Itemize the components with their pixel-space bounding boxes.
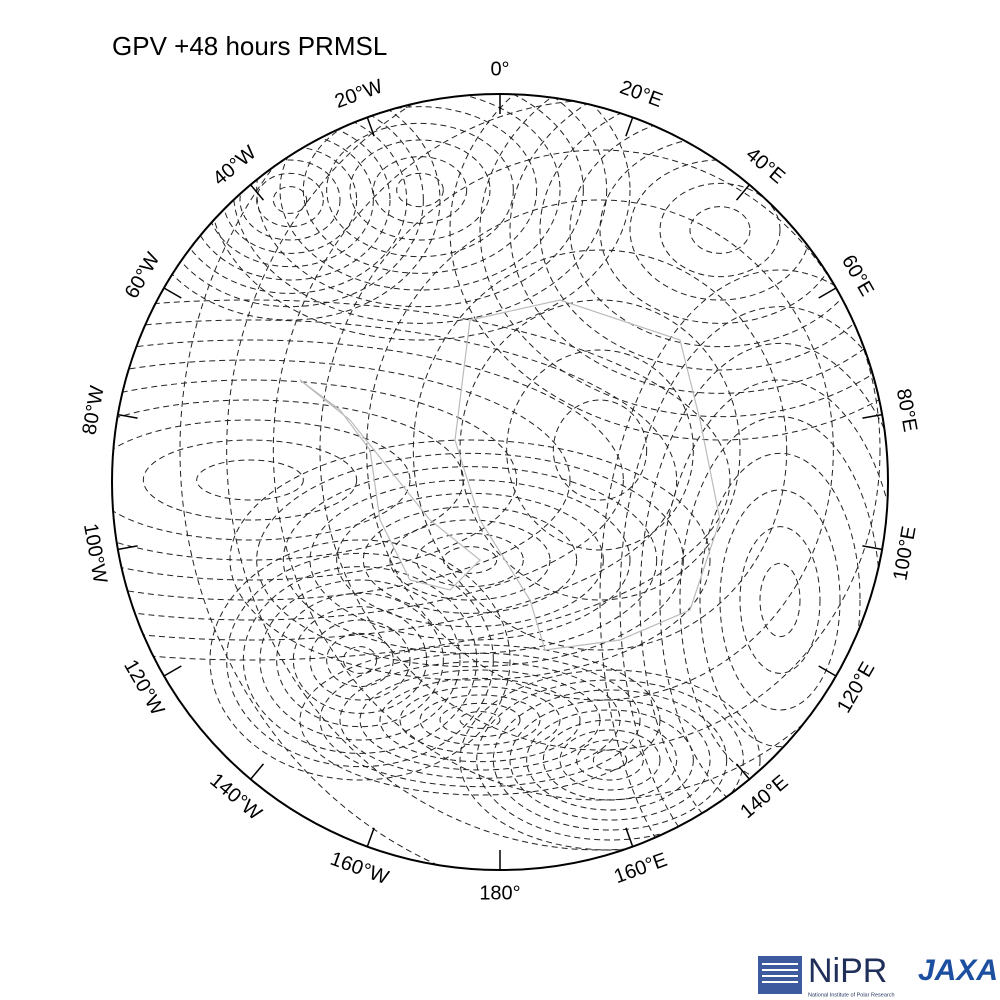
isobar-line: [539, 94, 888, 371]
meridian-tick: [818, 287, 837, 299]
isobar-line: [639, 342, 888, 858]
meridian-tick: [862, 545, 883, 551]
isobar-line: [619, 306, 888, 870]
isobar-line: [156, 94, 424, 308]
isobar-line: [759, 562, 801, 638]
isobar-line: [419, 694, 541, 746]
jaxa-wordmark: JAXA: [918, 954, 998, 987]
isobar-line: [242, 566, 478, 754]
meridian-tick: [735, 763, 750, 780]
isobar-line: [336, 492, 604, 628]
isobar-line: [276, 592, 444, 728]
isobar-line: [309, 479, 631, 641]
isobar-line: [256, 172, 324, 228]
meridian-tick: [818, 665, 837, 677]
isobar-line: [272, 186, 308, 214]
meridian-tick: [117, 413, 138, 419]
isobar-line: [739, 526, 821, 674]
isobar-line: [142, 439, 358, 521]
meridian-tick: [625, 117, 634, 137]
isobar-line: [492, 689, 728, 831]
isobar-line: [299, 644, 661, 796]
meridian-tick: [163, 287, 182, 299]
isobar-line: [112, 299, 731, 661]
isobar-line: [509, 94, 888, 394]
meridian-tick: [250, 763, 265, 780]
isobar-line: [412, 249, 788, 651]
isobar-line: [229, 439, 711, 681]
isobar-line: [209, 94, 631, 341]
isobar-line: [112, 379, 518, 581]
isobar-line: [292, 606, 428, 714]
isobar-line: [319, 652, 641, 788]
meridian-tick: [735, 184, 750, 201]
isobar-line: [659, 182, 781, 278]
isobar-line: [416, 532, 524, 588]
isobar-line: [689, 206, 751, 254]
isobar-line: [362, 506, 578, 614]
isobar-line: [112, 419, 411, 541]
isobar-line: [302, 106, 538, 274]
isobar-line: [699, 452, 861, 748]
isobar-line: [239, 159, 341, 241]
isobar-line: [559, 729, 661, 791]
isobar-line: [226, 552, 494, 768]
nipr-logo: NiPR National Institute of Polar Researc…: [758, 952, 895, 998]
isobar-line: [576, 739, 644, 781]
isobar-line: [326, 122, 514, 258]
isobar-line: [282, 466, 658, 654]
isobar-line: [342, 646, 378, 674]
isobar-line: [506, 349, 694, 551]
isobar-line: [319, 149, 881, 751]
isobar-line: [112, 339, 624, 621]
coastline: [299, 299, 721, 651]
meridian-tick: [625, 827, 634, 847]
isobar-line: [259, 579, 461, 741]
meridian-tick: [862, 413, 883, 419]
isobar-line: [459, 669, 761, 851]
meridian-tick: [117, 545, 138, 551]
isobar-line: [479, 94, 888, 418]
isobar-line: [379, 677, 581, 763]
isobar-line: [552, 399, 648, 501]
map-title: GPV +48 hours PRMSL: [112, 31, 387, 61]
isobar-line: [326, 632, 394, 688]
isobar-line: [459, 711, 501, 729]
nipr-emblem-lines: [762, 963, 798, 983]
nipr-wordmark: NiPR: [808, 952, 887, 990]
isobar-line: [509, 699, 711, 821]
isobar-line: [226, 94, 888, 851]
isobar-line: [396, 172, 444, 208]
isobar-line: [399, 686, 561, 754]
isobar-line: [196, 459, 304, 501]
isobar-line: [439, 702, 521, 738]
isobar-line: [349, 139, 491, 241]
isobar-line: [209, 539, 511, 781]
isobar-line: [256, 452, 684, 668]
meridian-tick: [250, 184, 265, 201]
isobar-line: [719, 489, 841, 711]
isobar-line: [459, 299, 741, 601]
isobar-line: [476, 679, 744, 841]
isobar-line: [309, 619, 411, 701]
longitude-label: 180°: [479, 882, 520, 904]
isobar-line: [366, 199, 834, 701]
meridian-tick: [163, 665, 182, 677]
longitude-label: 0°: [490, 58, 509, 80]
nipr-full-name: National Institute of Polar Research: [808, 992, 895, 998]
meridian-tick: [366, 827, 375, 847]
isobar-line: [279, 94, 561, 291]
meridian-tick: [366, 117, 375, 137]
isobar-line: [526, 709, 694, 811]
isobar-line: [112, 319, 678, 641]
